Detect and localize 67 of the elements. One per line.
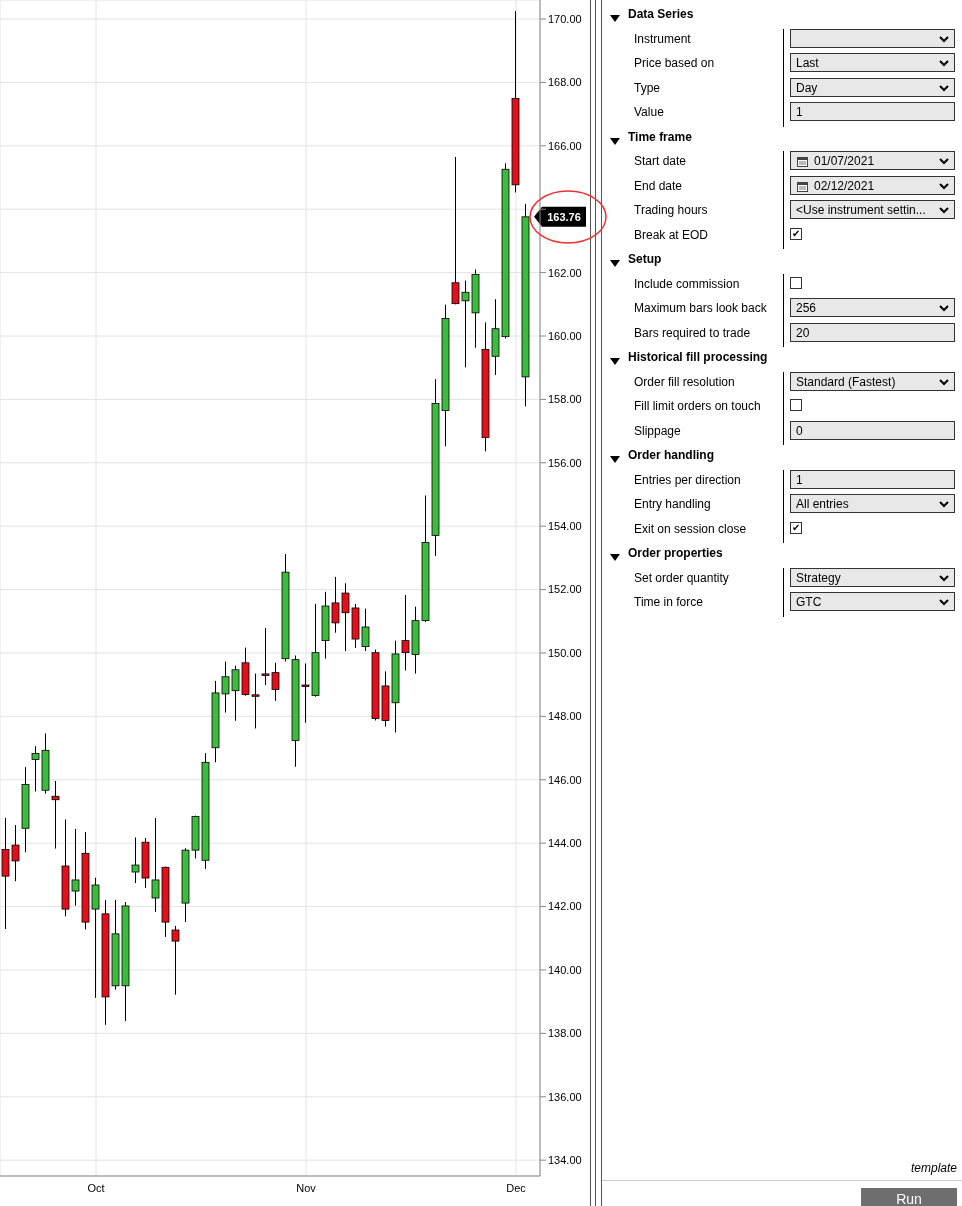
y-tick-label: 152.00 <box>548 583 582 596</box>
category-label: Slippage <box>634 423 681 438</box>
category-label: Maximum bars look back <box>634 301 767 315</box>
y-tick-label: 154.00 <box>548 520 582 533</box>
text: 01/07/2021 <box>814 154 875 168</box>
x-tick-label: Dec <box>506 1181 527 1194</box>
text: 1 <box>796 472 803 487</box>
text: Run <box>861 1188 957 1206</box>
y-tick-label: 158.00 <box>548 393 582 406</box>
category-label: Entry handling <box>634 497 711 511</box>
category-label: Entries per direction <box>634 472 741 487</box>
y-tick-label: 140.00 <box>548 963 582 976</box>
y-tick-label: 160.00 <box>548 329 582 342</box>
category-label: Instrument <box>634 31 691 46</box>
text: Last <box>796 56 819 70</box>
text: Strategy <box>796 570 841 585</box>
category-label: End date <box>634 178 683 193</box>
checkbox: ✔ <box>790 521 802 534</box>
y-tick-label: 136.00 <box>548 1090 582 1103</box>
text: All entries <box>796 497 849 511</box>
y-tick-label: 168.00 <box>548 76 582 89</box>
text: Order properties <box>628 546 723 560</box>
y-tick-label: 134.00 <box>548 1154 582 1167</box>
y-tick-label: 150.00 <box>548 646 582 659</box>
text: Time frame <box>628 129 692 144</box>
text: Historical fill processing <box>628 350 768 364</box>
text: 02/12/2021 <box>814 178 875 193</box>
y-tick-label: 156.00 <box>548 456 582 469</box>
y-tick-label: 144.00 <box>548 837 582 850</box>
y-tick-label: 142.00 <box>548 900 582 913</box>
category-label: Exit on session close <box>634 521 747 536</box>
y-tick-label: 166.00 <box>548 139 582 152</box>
y-tick-label: 162.00 <box>548 266 582 279</box>
text: 0 <box>796 423 803 438</box>
category-label: Break at EOD <box>634 227 709 242</box>
x-tick-label: Oct <box>87 1181 105 1194</box>
text: Data Series <box>628 7 694 21</box>
text: 256 <box>796 301 817 315</box>
category-label: Set order quantity <box>634 570 729 585</box>
text: 20 <box>796 325 810 340</box>
text: 163.76 <box>547 210 581 223</box>
text: Day <box>796 80 818 95</box>
y-tick-label: 138.00 <box>548 1027 582 1040</box>
text: GTC <box>796 595 822 609</box>
text: Order handling <box>628 448 715 462</box>
category-label: Type <box>634 80 661 95</box>
category-label: Start date <box>634 154 687 168</box>
category-label: Trading hours <box>634 203 708 217</box>
text: Setup <box>628 252 662 266</box>
candlestick <box>171 925 180 996</box>
category-label: Value <box>634 105 664 119</box>
y-tick-label: 146.00 <box>548 773 582 786</box>
category-label: Order fill resolution <box>634 374 735 389</box>
text: <Use instrument settin... <box>796 203 926 217</box>
category-label: Fill limit orders on touch <box>634 399 761 413</box>
category-label: Price based on <box>634 56 715 70</box>
text: Standard (Fastest) <box>796 374 896 389</box>
text: 1 <box>796 105 803 119</box>
text: template <box>910 1161 957 1175</box>
y-tick-label: 148.00 <box>548 710 582 723</box>
checkbox: ✔ <box>790 227 802 240</box>
category-label: Bars required to trade <box>634 325 751 340</box>
x-tick-label: Nov <box>296 1181 317 1194</box>
category-label: Include commission <box>634 276 740 291</box>
y-tick-label: 170.00 <box>548 12 582 25</box>
category-label: Time in force <box>634 595 703 609</box>
candlestick <box>51 780 60 850</box>
